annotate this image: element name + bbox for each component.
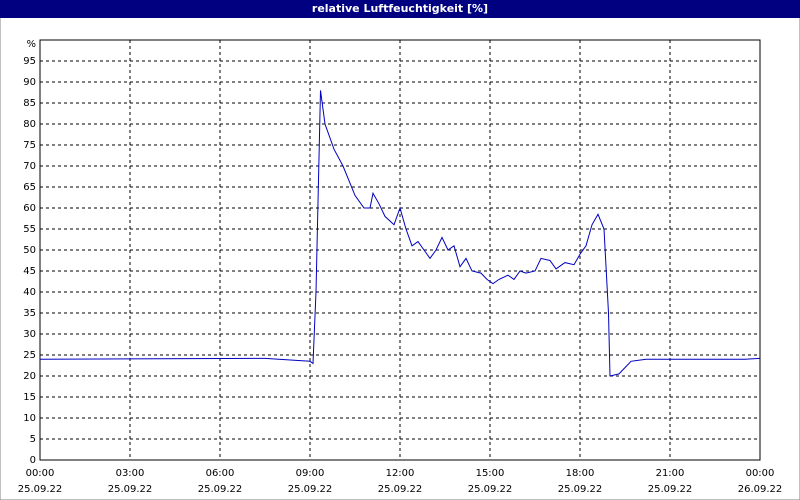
y-tick-label: 45 <box>23 266 36 277</box>
y-tick-label: 20 <box>23 371 36 382</box>
y-tick-label: 5 <box>30 434 36 445</box>
x-tick-date: 25.09.22 <box>468 484 513 495</box>
y-tick-label: 10 <box>23 413 36 424</box>
y-tick-label: 85 <box>23 98 36 109</box>
x-tick-label: 12:00 <box>386 468 415 479</box>
y-tick-label: 50 <box>23 245 36 256</box>
x-tick-label: 03:00 <box>116 468 145 479</box>
x-tick-date: 25.09.22 <box>108 484 153 495</box>
x-tick-label: 09:00 <box>296 468 325 479</box>
x-tick-label: 21:00 <box>656 468 685 479</box>
y-tick-label: 55 <box>23 224 36 235</box>
line <box>39 90 761 377</box>
y-tick-label: 95 <box>23 56 36 67</box>
x-tick-label: 18:00 <box>566 468 595 479</box>
chart-title: relative Luftfeuchtigkeit [%] <box>312 2 488 15</box>
y-tick-label: 40 <box>23 287 36 298</box>
y-tick-label: 25 <box>23 350 36 361</box>
y-unit: % <box>26 39 36 50</box>
x-tick-date: 26.09.22 <box>738 484 783 495</box>
x-tick-label: 06:00 <box>206 468 235 479</box>
x-tick-date: 25.09.22 <box>288 484 333 495</box>
y-tick-label: 30 <box>23 329 36 340</box>
x-tick-label: 00:00 <box>746 468 775 479</box>
y-tick-label: 80 <box>23 119 36 130</box>
x-tick-date: 25.09.22 <box>558 484 603 495</box>
title-bar <box>0 0 800 18</box>
y-tick-label: 60 <box>23 203 36 214</box>
x-tick-label: 15:00 <box>476 468 505 479</box>
x-tick-date: 25.09.22 <box>648 484 693 495</box>
y-tick-label: 35 <box>23 308 36 319</box>
x-tick-label: 00:00 <box>26 468 55 479</box>
y-tick-label: 15 <box>23 392 36 403</box>
x-tick-date: 25.09.22 <box>378 484 423 495</box>
y-tick-label: 90 <box>23 77 36 88</box>
y-tick-label: 0 <box>30 455 36 466</box>
x-tick-date: 25.09.22 <box>18 484 63 495</box>
y-tick-label: 65 <box>23 182 36 193</box>
x-tick-date: 25.09.22 <box>198 484 243 495</box>
y-tick-label: 75 <box>23 140 36 151</box>
y-tick-label: 70 <box>23 161 36 172</box>
